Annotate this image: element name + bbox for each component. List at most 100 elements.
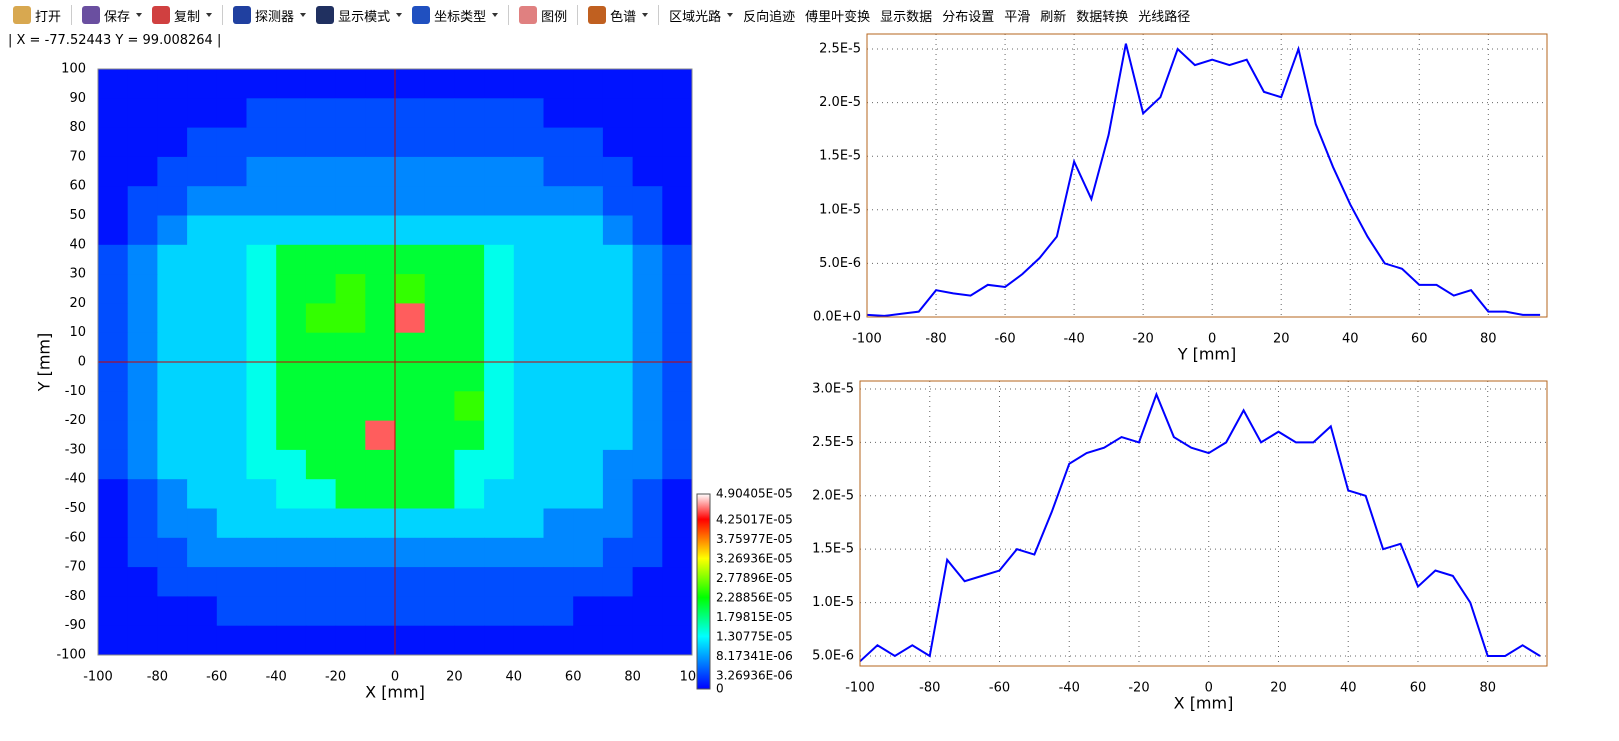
toolbar-label: 显示模式 [338, 9, 391, 25]
heatmap-cell [573, 420, 604, 451]
colorbar-tick-label: 0 [716, 682, 724, 696]
heatmap-cell [246, 332, 277, 363]
heatmap-cell [513, 420, 544, 451]
toolbar-button[interactable]: 傅里叶变换 [802, 6, 873, 25]
heatmap-cell [454, 596, 485, 627]
x-tick-label: -60 [994, 332, 1015, 347]
heatmap-cell [424, 479, 455, 509]
heatmap-cell [395, 362, 426, 392]
heatmap-cell [662, 98, 693, 129]
toolbar-button[interactable]: 图例 [516, 6, 570, 25]
heatmap-cell [276, 303, 307, 334]
heatmap-cell [246, 186, 277, 216]
x-tick-label: 80 [624, 670, 641, 685]
x-tick-label: 0 [1205, 681, 1213, 696]
heatmap-cell [573, 362, 604, 392]
heatmap-cell [662, 625, 693, 656]
heatmap-cell [573, 449, 604, 480]
toolbar-icon [233, 6, 252, 24]
heatmap-cell [187, 186, 218, 216]
x-axis-label: X [mm] [1174, 694, 1234, 713]
heatmap-cell [543, 420, 574, 451]
toolbar-button[interactable]: 区域光路 [666, 6, 736, 25]
heatmap-cell [513, 69, 544, 99]
heatmap-cell [424, 98, 455, 129]
heatmap-cell [632, 420, 663, 451]
toolbar-button[interactable]: 复制 [149, 6, 215, 25]
heatmap-cell [513, 449, 544, 480]
heatmap-cell [632, 449, 663, 480]
toolbar-button[interactable]: 反向追迹 [740, 6, 798, 25]
toolbar-button[interactable]: 保存 [79, 6, 145, 25]
toolbar-button[interactable]: 刷新 [1037, 6, 1069, 25]
x-tick-label: 20 [446, 670, 463, 685]
heatmap-cell [365, 362, 396, 392]
heatmap-cell [484, 274, 515, 304]
heatmap-cell [424, 303, 455, 334]
y-tick-label: 40 [69, 237, 86, 252]
toolbar-button[interactable]: 探测器 [230, 6, 309, 25]
heatmap-cell [187, 274, 218, 304]
y-tick-label: -100 [56, 648, 86, 663]
toolbar-button[interactable]: 平滑 [1001, 6, 1033, 25]
heatmap-cell [216, 537, 247, 568]
heatmap-cell [98, 332, 129, 363]
toolbar-button[interactable]: 显示数据 [877, 6, 935, 25]
heatmap-cell [127, 596, 158, 627]
y-tick-label: 70 [69, 149, 86, 164]
x-tick-label: -20 [1133, 332, 1154, 347]
heatmap-cell [98, 537, 129, 568]
heatmap-cell [246, 625, 277, 656]
heatmap-cell [365, 596, 396, 627]
heatmap-cell [395, 420, 426, 451]
toolbar-button[interactable]: 光线路径 [1135, 6, 1193, 25]
heatmap-cell [276, 508, 307, 539]
toolbar-button[interactable]: 数据转换 [1073, 6, 1131, 25]
heatmap-cell [335, 69, 366, 99]
heatmap-cell [395, 332, 426, 363]
heatmap-cell [454, 537, 485, 568]
heatmap-cell [157, 479, 188, 509]
y-tick-label: 1.5E-5 [812, 542, 854, 557]
heatmap-cell [454, 479, 485, 509]
heatmap-cell [662, 362, 693, 392]
colorbar-tick-label: 4.25017E-05 [716, 513, 793, 527]
heatmap-cell [365, 215, 396, 246]
heatmap-cell [365, 303, 396, 334]
heatmap-cell [216, 244, 247, 275]
heatmap-cell [187, 244, 218, 275]
heatmap-cell [513, 625, 544, 656]
heatmap-cell [246, 98, 277, 129]
heatmap-cell [602, 362, 634, 392]
heatmap-cell [276, 69, 307, 99]
heatmap-cell [276, 420, 307, 451]
heatmap-cell [98, 215, 129, 246]
heatmap-cell [216, 127, 247, 158]
heatmap-cell [246, 508, 277, 539]
heatmap-cell [395, 596, 426, 627]
toolbar-button[interactable]: 分布设置 [939, 6, 997, 25]
y-tick-label: 20 [69, 296, 86, 311]
y-tick-label: 2.0E-5 [819, 95, 861, 110]
heatmap-cell [157, 303, 188, 334]
heatmap-cell [513, 98, 544, 129]
toolbar-button[interactable]: 打开 [10, 6, 64, 25]
heatmap-cell [602, 127, 634, 158]
heatmap-cell [573, 156, 604, 187]
heatmap-cell [662, 479, 693, 509]
heatmap-cell [305, 274, 337, 304]
toolbar-button[interactable]: 色谱 [585, 6, 651, 25]
x-tick-label: 40 [506, 670, 523, 685]
toolbar-label: 图例 [541, 9, 568, 25]
heatmap-cell [365, 625, 396, 656]
toolbar-button[interactable]: 坐标类型 [409, 6, 501, 25]
heatmap-cell [335, 127, 366, 158]
cursor-readout: | X = -77.52443 Y = 99.008264 | [8, 33, 222, 48]
toolbar-button[interactable]: 显示模式 [313, 6, 405, 25]
heatmap-cell [305, 449, 337, 480]
heatmap-cell [543, 508, 574, 539]
x-tick-label: -100 [852, 332, 882, 347]
y-tick-label: 2.5E-5 [819, 42, 861, 57]
x-tick-label: -20 [1128, 681, 1149, 696]
